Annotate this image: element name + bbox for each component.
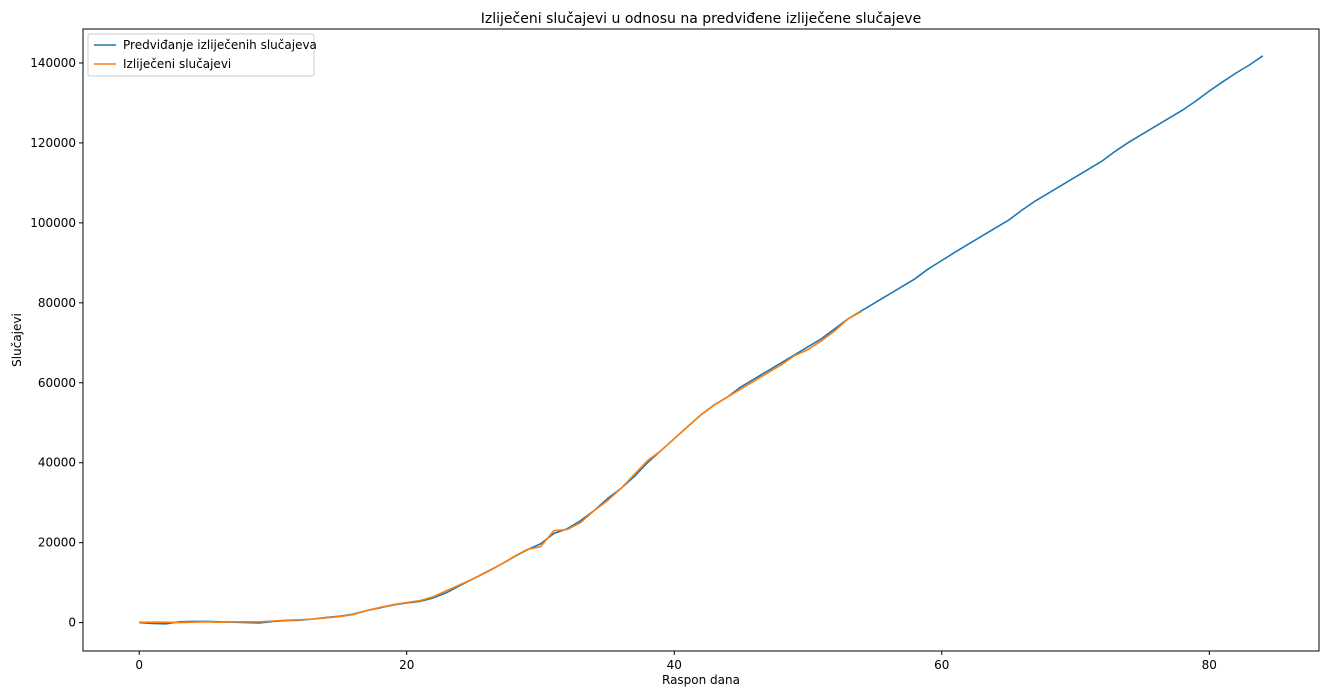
x-axis-label: Raspon dana bbox=[662, 673, 740, 687]
x-tick-label: 80 bbox=[1202, 658, 1217, 672]
series-line-2 bbox=[139, 310, 862, 624]
series-line-1 bbox=[139, 55, 1264, 625]
y-axis-label: Slučajevi bbox=[10, 313, 24, 367]
y-tick-label: 140000 bbox=[30, 56, 76, 70]
chart-title: Izliječeni slučajevi u odnosu na predviđ… bbox=[481, 11, 921, 27]
y-tick-label: 60000 bbox=[38, 376, 76, 390]
legend: Predviđanje izliječenih slučajeva Izliječ… bbox=[87, 33, 317, 77]
y-tick-label: 100000 bbox=[30, 216, 76, 230]
x-tick-label: 40 bbox=[667, 658, 682, 672]
x-tick-label: 60 bbox=[934, 658, 949, 672]
y-tick-label: 80000 bbox=[38, 296, 76, 310]
y-tick-label: 0 bbox=[68, 616, 76, 630]
series-layer bbox=[139, 55, 1264, 625]
legend-label-1: Predviđanje izliječenih slučajeva bbox=[123, 38, 317, 52]
x-tick-label: 20 bbox=[399, 658, 414, 672]
y-tick-label: 20000 bbox=[38, 536, 76, 550]
y-tick-label: 120000 bbox=[30, 136, 76, 150]
y-axis: 0 20000 40000 60000 80000 100000 120000 140000 bbox=[30, 56, 83, 630]
y-tick-label: 40000 bbox=[38, 456, 76, 470]
plot-area bbox=[82, 28, 1320, 652]
legend-label-2: Izliječeni slučajevi bbox=[123, 57, 231, 71]
x-tick-label: 0 bbox=[135, 658, 143, 672]
x-axis: 0 20 40 60 80 bbox=[135, 651, 1217, 672]
legend-box bbox=[87, 33, 315, 77]
